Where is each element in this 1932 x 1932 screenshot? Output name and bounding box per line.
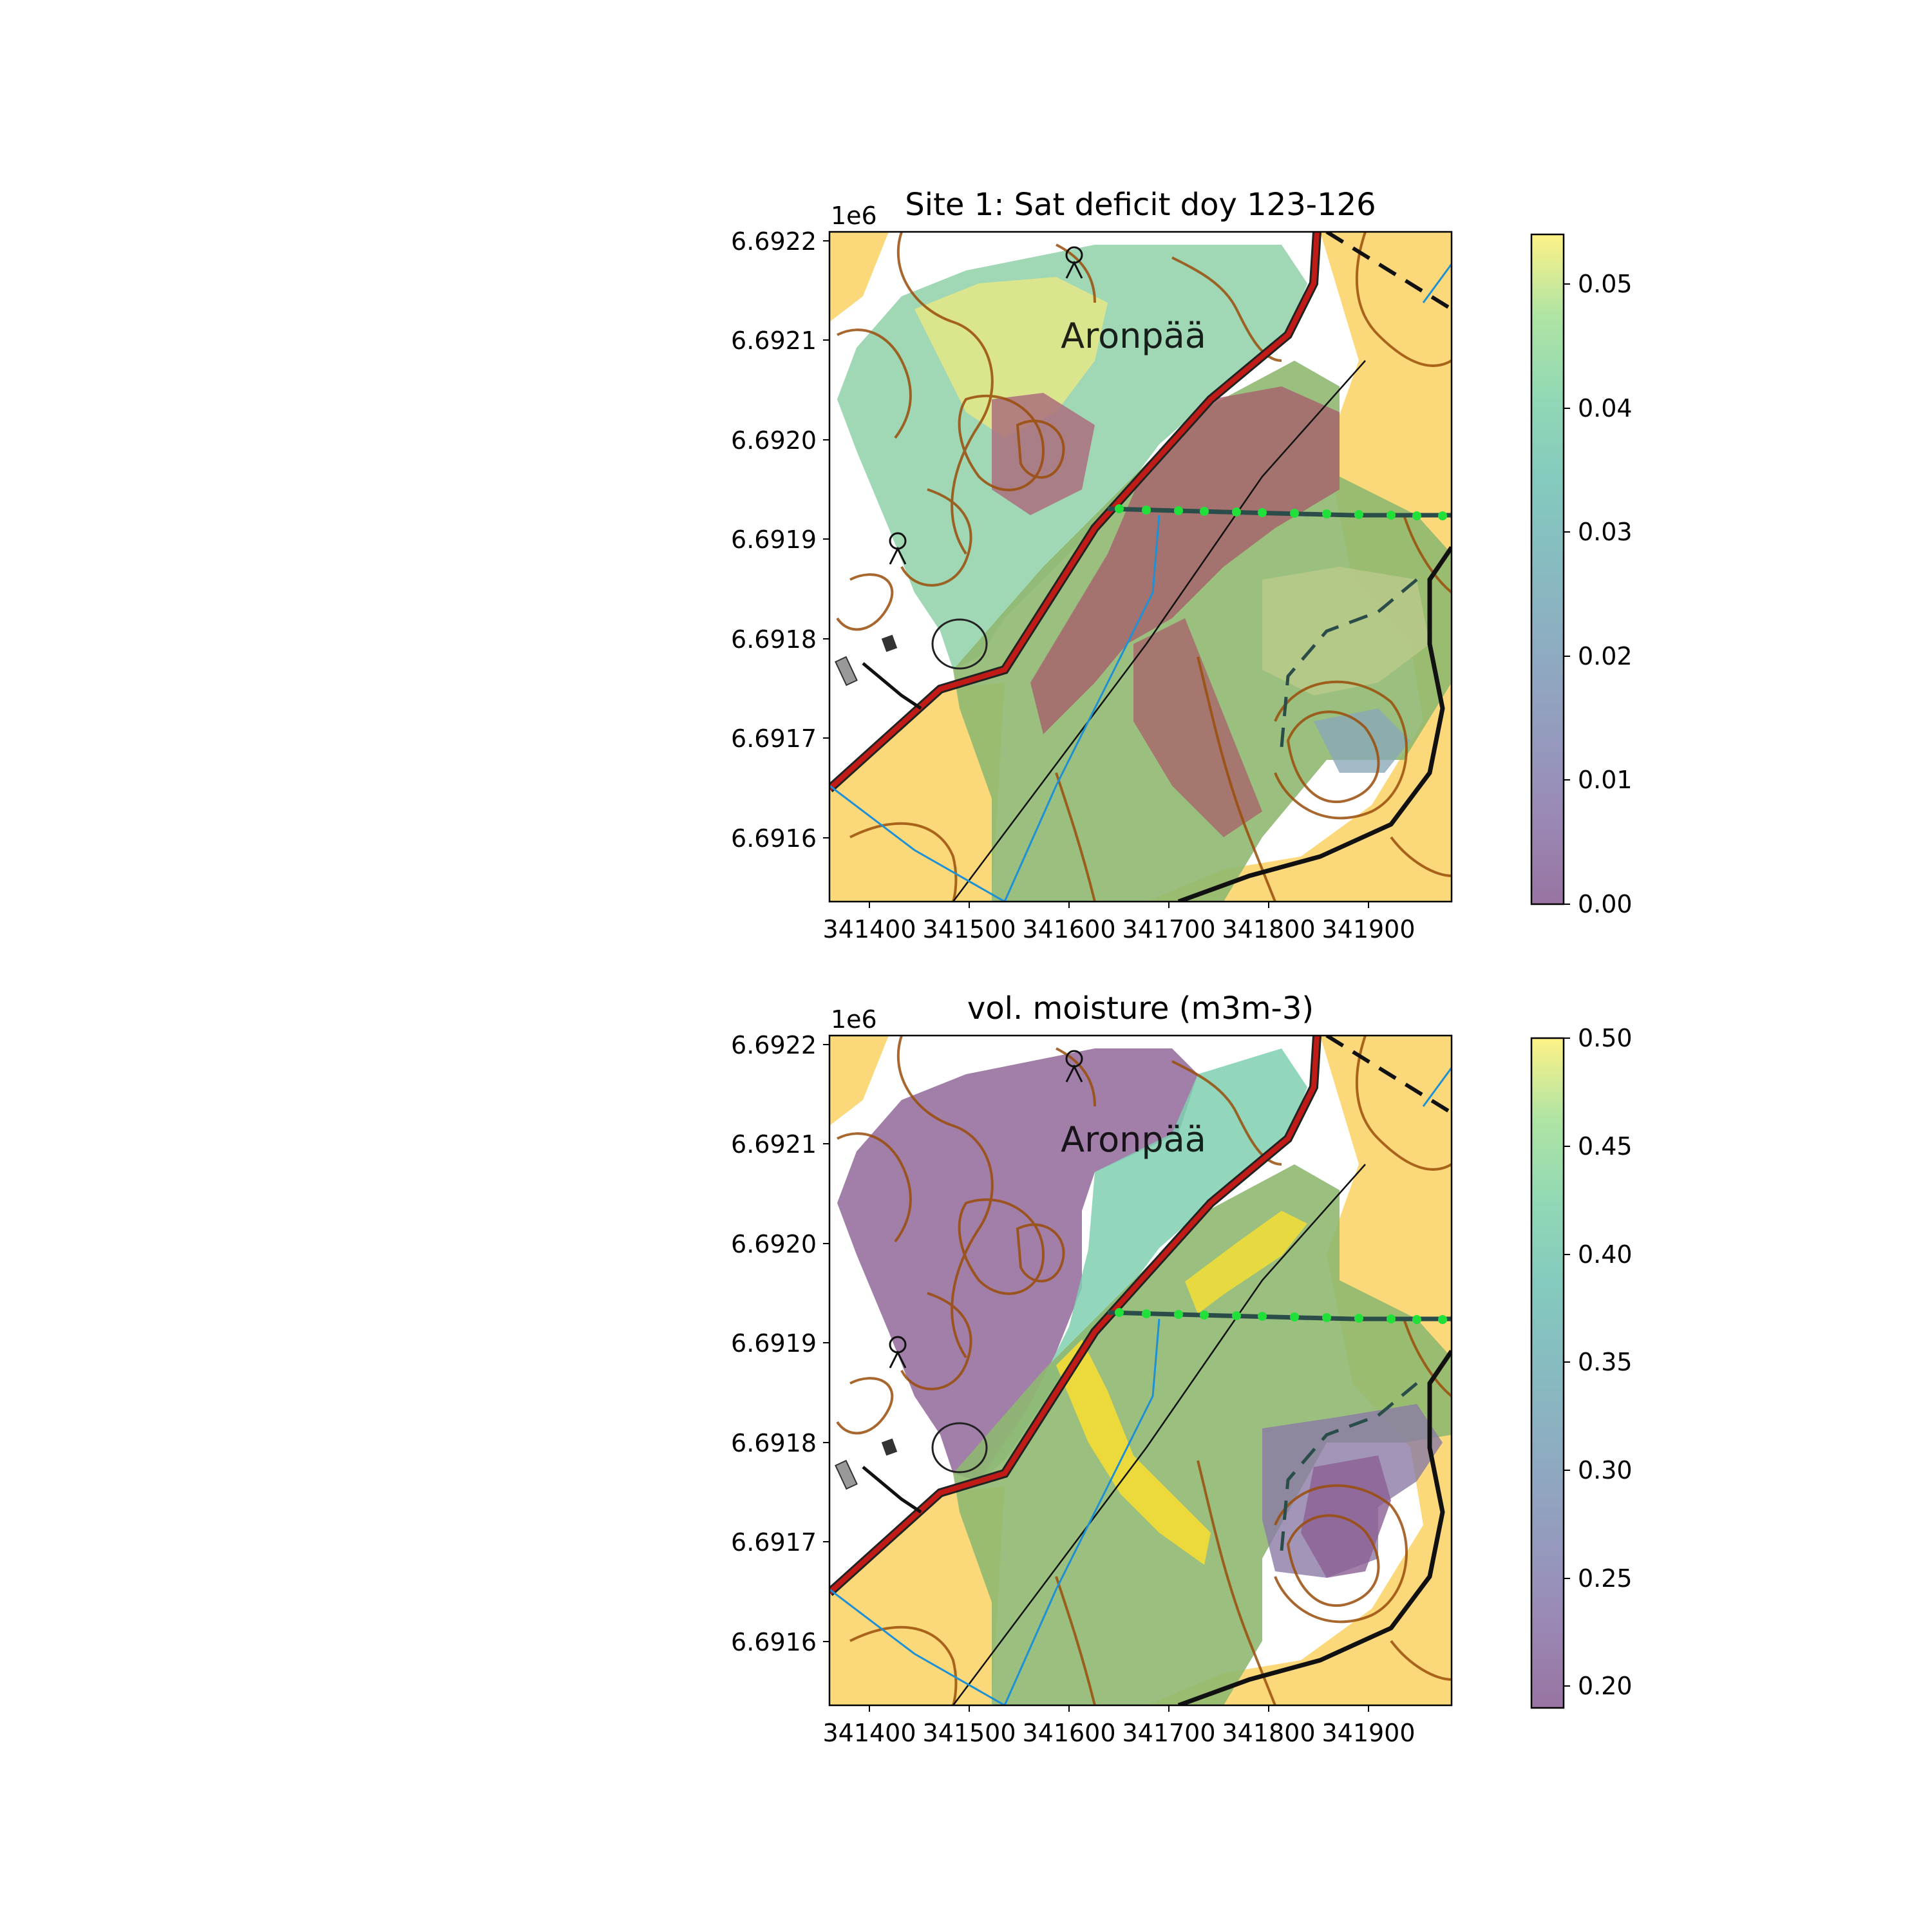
colorbar-tick-label: 0.30 (1578, 1456, 1633, 1484)
colorbar-tick-label: 0.00 (1578, 890, 1633, 918)
y-tick-label: 6.6920 (731, 1230, 817, 1258)
y-tick-label: 6.6917 (731, 724, 817, 753)
place-name-label: Aronpää (1061, 316, 1206, 356)
x-axis: 341400 341500 341600 341700 341800 34190… (822, 902, 1415, 943)
y-tick-label: 6.6918 (731, 625, 817, 654)
panel-title: Site 1: Sat deficit doy 123-126 (905, 187, 1376, 223)
y-tick-label: 6.6921 (731, 1130, 817, 1159)
colorbar-tick-label: 0.40 (1578, 1240, 1633, 1269)
colorbar-tick-label: 0.35 (1578, 1348, 1633, 1376)
x-tick-label: 341700 (1122, 915, 1215, 943)
y-tick-label: 6.6922 (731, 1031, 817, 1059)
colorbar-tick-label: 0.20 (1578, 1672, 1633, 1700)
place-name-label: Aronpää (1061, 1119, 1206, 1160)
y-axis: 6.6922 6.6921 6.6920 6.6919 6.6918 6.691… (731, 1031, 829, 1656)
y-tick-label: 6.6917 (731, 1528, 817, 1557)
y-tick-label: 6.6921 (731, 327, 817, 355)
x-tick-label: 341400 (822, 1719, 916, 1747)
x-tick-label: 341400 (822, 915, 916, 943)
panel-bottom: vol. moisture (m3m-3) 1e6 (731, 990, 1633, 1747)
panel-title: vol. moisture (m3m-3) (967, 990, 1314, 1027)
colorbar-tick-label: 0.01 (1578, 766, 1633, 794)
x-tick-label: 341500 (922, 915, 1016, 943)
x-tick-label: 341900 (1321, 915, 1415, 943)
x-tick-label: 341700 (1122, 1719, 1215, 1747)
y-tick-label: 6.6919 (731, 526, 817, 554)
y-tick-label: 6.6916 (731, 1628, 817, 1656)
colorbar-tick-label: 0.04 (1578, 394, 1633, 422)
y-tick-label: 6.6916 (731, 824, 817, 853)
map-area: Aronpää (829, 232, 1452, 902)
y-tick-label: 6.6922 (731, 227, 817, 256)
colorbar-tick-label: 0.50 (1578, 1024, 1633, 1052)
panel-top: Site 1: Sat deficit doy 123-126 1e6 (731, 187, 1633, 943)
colorbar-gradient (1531, 1038, 1564, 1708)
y-tick-label: 6.6918 (731, 1429, 817, 1457)
y-axis: 6.6922 6.6921 6.6920 6.6919 6.6918 6.691… (731, 227, 829, 853)
colorbar: 0.50 0.45 0.40 0.35 0.30 0.25 0.20 (1531, 1024, 1633, 1708)
colorbar: 0.05 0.04 0.03 0.02 0.01 0.00 (1531, 234, 1633, 918)
x-tick-label: 341800 (1222, 915, 1315, 943)
map-area: Aronpää (829, 1036, 1452, 1705)
x-tick-label: 341600 (1022, 915, 1115, 943)
x-tick-label: 341500 (922, 1719, 1016, 1747)
x-tick-label: 341900 (1321, 1719, 1415, 1747)
x-axis: 341400 341500 341600 341700 341800 34190… (822, 1705, 1415, 1747)
colorbar-tick-label: 0.45 (1578, 1132, 1633, 1160)
colorbar-tick-label: 0.25 (1578, 1564, 1633, 1593)
y-offset-label: 1e6 (831, 1005, 877, 1034)
y-tick-label: 6.6920 (731, 426, 817, 455)
colorbar-gradient (1531, 234, 1564, 904)
y-offset-label: 1e6 (831, 202, 877, 230)
y-tick-label: 6.6919 (731, 1329, 817, 1358)
x-tick-label: 341600 (1022, 1719, 1115, 1747)
colorbar-tick-label: 0.05 (1578, 270, 1633, 298)
x-tick-label: 341800 (1222, 1719, 1315, 1747)
colorbar-tick-label: 0.02 (1578, 642, 1633, 670)
colorbar-tick-label: 0.03 (1578, 518, 1633, 546)
